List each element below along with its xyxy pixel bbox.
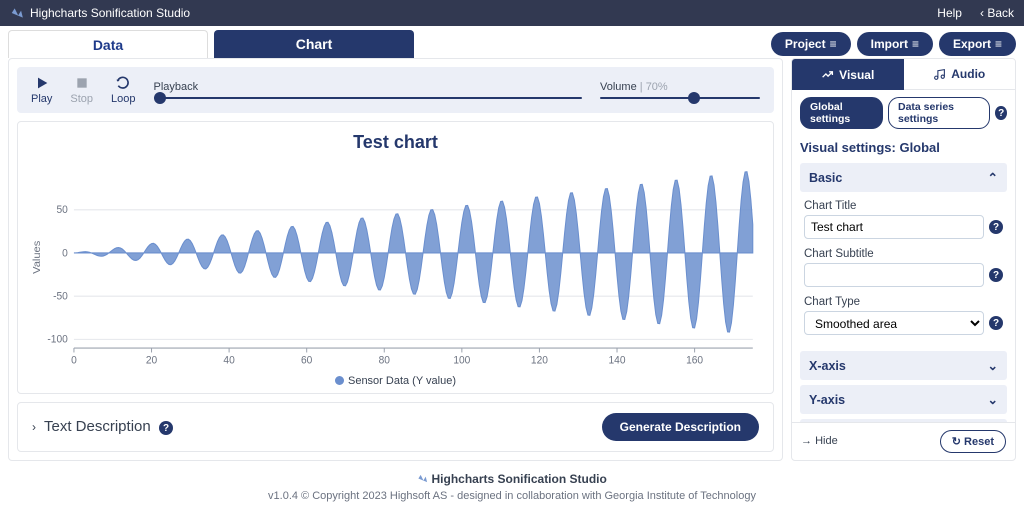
chart-legend[interactable]: Sensor Data (Y value) — [28, 375, 763, 387]
tab-data[interactable]: Data — [8, 30, 208, 58]
loop-button[interactable]: Loop — [111, 75, 135, 105]
tab-visual[interactable]: Visual — [792, 59, 904, 90]
footer: Highcharts Sonification Studio v1.0.4 © … — [0, 465, 1024, 506]
svg-text:50: 50 — [56, 204, 67, 217]
chart-subtitle-label: Chart Subtitle — [804, 248, 1003, 260]
logo-icon — [10, 6, 24, 20]
help-link[interactable]: Help — [937, 6, 962, 20]
help-icon[interactable]: ? — [989, 316, 1003, 330]
playback-label: Playback — [154, 81, 582, 93]
chart-container: Test chart -100 -50 0 50 0 20 40 60 80 100 120 140 1… — [17, 121, 774, 394]
help-icon[interactable]: ? — [159, 421, 173, 435]
chart-title: Test chart — [28, 132, 763, 153]
loop-icon — [115, 75, 131, 91]
volume-label: Volume | 70% — [600, 81, 760, 93]
svg-text:0: 0 — [62, 247, 68, 260]
chart-title-label: Chart Title — [804, 200, 1003, 212]
menu-icon: ≡ — [912, 37, 919, 51]
menu-icon: ≡ — [830, 37, 837, 51]
back-link[interactable]: ‹ Back — [980, 6, 1014, 20]
stop-button[interactable]: Stop — [70, 75, 93, 105]
svg-text:140: 140 — [609, 354, 626, 367]
hide-link[interactable]: → Hide — [801, 435, 838, 447]
play-button[interactable]: Play — [31, 75, 52, 105]
help-icon[interactable]: ? — [989, 268, 1003, 282]
volume-slider[interactable] — [600, 97, 760, 99]
chevron-right-icon[interactable]: › — [32, 420, 36, 434]
subtab-global[interactable]: Global settings — [800, 97, 883, 129]
svg-text:0: 0 — [71, 354, 77, 367]
topbar: Highcharts Sonification Studio Help ‹ Ba… — [0, 0, 1024, 26]
text-description-title[interactable]: Text Description ? — [44, 418, 594, 436]
svg-text:-100: -100 — [47, 333, 67, 346]
play-icon — [34, 75, 50, 91]
chevron-down-icon: ⌄ — [988, 358, 998, 373]
logo-icon — [417, 473, 428, 484]
chart-svg: -100 -50 0 50 0 20 40 60 80 100 120 140 160 Values — [28, 161, 763, 373]
section-title: Visual settings: Global — [800, 140, 1007, 155]
accordion-xaxis[interactable]: X-axis⌄ — [800, 351, 1007, 380]
help-icon[interactable]: ? — [995, 106, 1007, 120]
chart-type-select[interactable]: Smoothed area — [804, 311, 984, 335]
tab-audio[interactable]: Audio — [904, 59, 1016, 90]
menu-icon: ≡ — [995, 37, 1002, 51]
svg-text:20: 20 — [146, 354, 157, 367]
tab-chart[interactable]: Chart — [214, 30, 414, 58]
playback-bar: Play Stop Loop Playback Volume | 70% — [17, 67, 774, 113]
main-tabs-row: Data Chart Project ≡ Import ≡ Export ≡ — [0, 26, 1024, 58]
export-button[interactable]: Export ≡ — [939, 32, 1016, 56]
svg-text:-50: -50 — [53, 290, 68, 303]
chart-title-input[interactable] — [804, 215, 984, 239]
chevron-up-icon: ⌃ — [988, 170, 998, 185]
footer-copyright: v1.0.4 © Copyright 2023 Highsoft AS - de… — [0, 488, 1024, 505]
chart-type-label: Chart Type — [804, 296, 1003, 308]
chart-subtitle-input[interactable] — [804, 263, 984, 287]
reset-button[interactable]: ↻ Reset — [940, 430, 1006, 453]
accordion-yaxis[interactable]: Y-axis⌄ — [800, 385, 1007, 414]
text-description-row: › Text Description ? Generate Descriptio… — [17, 402, 774, 452]
accordion-basic[interactable]: Basic⌃ — [800, 163, 1007, 192]
footer-title: Highcharts Sonification Studio — [0, 470, 1024, 488]
svg-text:100: 100 — [453, 354, 470, 367]
help-icon[interactable]: ? — [989, 220, 1003, 234]
playback-scrubber[interactable] — [154, 97, 582, 99]
chart-icon — [821, 68, 834, 81]
svg-text:60: 60 — [301, 354, 312, 367]
stop-icon — [74, 75, 90, 91]
subtab-series[interactable]: Data series settings — [888, 97, 990, 129]
svg-text:120: 120 — [531, 354, 548, 367]
svg-text:80: 80 — [379, 354, 390, 367]
settings-panel: Visual Audio Global settings Data series… — [791, 58, 1016, 461]
chevron-down-icon: ⌄ — [988, 392, 998, 407]
music-icon — [933, 68, 946, 81]
svg-text:40: 40 — [223, 354, 234, 367]
svg-text:Values: Values — [32, 241, 43, 274]
import-button[interactable]: Import ≡ — [857, 32, 933, 56]
brand: Highcharts Sonification Studio — [10, 6, 919, 20]
project-button[interactable]: Project ≡ — [771, 32, 851, 56]
generate-description-button[interactable]: Generate Description — [602, 413, 759, 441]
svg-text:160: 160 — [686, 354, 703, 367]
brand-text: Highcharts Sonification Studio — [30, 6, 190, 20]
